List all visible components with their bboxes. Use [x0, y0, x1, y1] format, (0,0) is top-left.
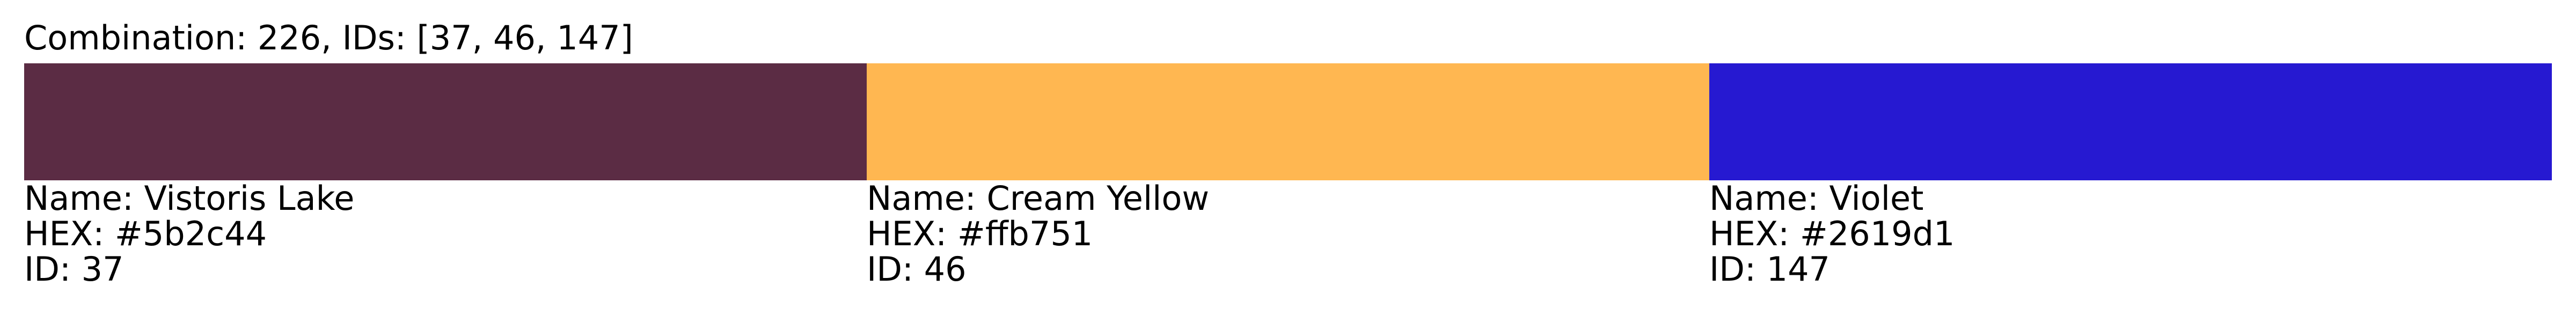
color-label-group: Name: Vistoris Lake HEX: #5b2c44 ID: 37 — [24, 181, 867, 287]
color-labels: Name: Vistoris Lake HEX: #5b2c44 ID: 37 … — [24, 181, 2552, 287]
combination-title: Combination: 226, IDs: [37, 46, 147] — [24, 18, 633, 57]
color-label-group: Name: Cream Yellow HEX: #ffb751 ID: 46 — [867, 181, 1709, 287]
color-name: Name: Vistoris Lake — [24, 179, 355, 218]
color-name: Name: Violet — [1709, 179, 1924, 218]
color-hex: HEX: #5b2c44 — [24, 214, 267, 253]
color-swatch — [867, 63, 1709, 180]
color-id: ID: 37 — [24, 250, 124, 289]
color-swatch — [1709, 63, 2552, 180]
color-hex: HEX: #2619d1 — [1709, 214, 1955, 253]
color-label-group: Name: Violet HEX: #2619d1 ID: 147 — [1709, 181, 2552, 287]
color-id: ID: 46 — [867, 250, 967, 289]
color-name: Name: Cream Yellow — [867, 179, 1210, 218]
color-hex: HEX: #ffb751 — [867, 214, 1093, 253]
color-swatch — [24, 63, 867, 180]
color-id: ID: 147 — [1709, 250, 1830, 289]
swatch-strip — [24, 63, 2552, 180]
